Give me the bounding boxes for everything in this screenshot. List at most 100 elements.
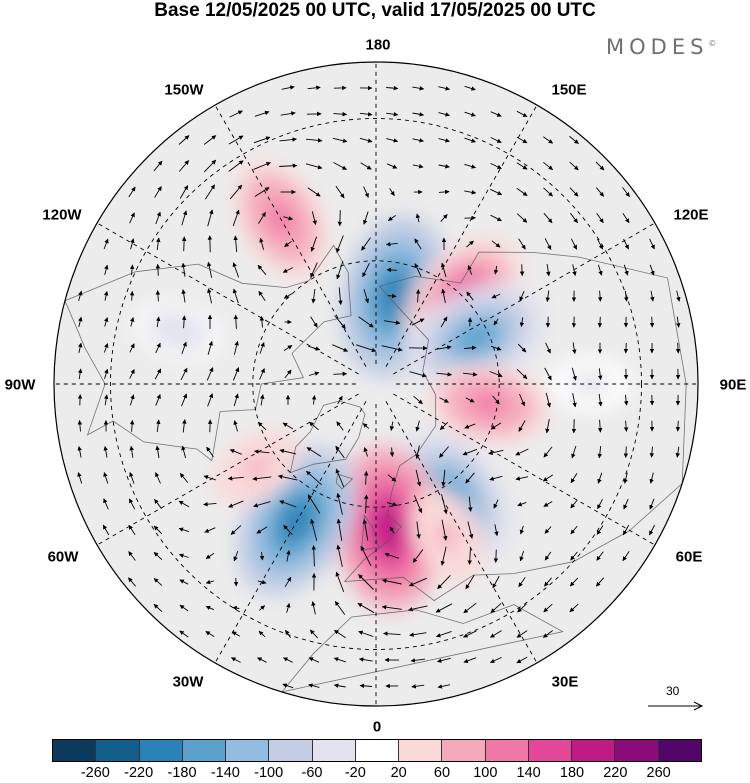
wind-vector	[411, 318, 425, 326]
colorbar-tick-label: -100	[254, 765, 284, 781]
wind-vector	[154, 498, 162, 509]
wind-vector	[464, 190, 477, 195]
wind-vector	[230, 525, 242, 535]
wind-vector	[545, 290, 551, 302]
wind-vector	[386, 85, 399, 91]
colorbar-tick-label: 180	[559, 765, 585, 781]
wind-vector	[363, 447, 369, 457]
wind-vector	[286, 602, 291, 613]
wind-vector	[362, 423, 370, 429]
wind-vector	[103, 445, 108, 458]
wind-vector	[283, 293, 293, 299]
colorbar-segment	[139, 740, 183, 761]
wind-vector	[233, 340, 239, 355]
wind-vector	[463, 602, 477, 614]
wind-vector	[129, 368, 135, 379]
wind-vector	[229, 110, 243, 118]
wind-vector	[545, 342, 551, 354]
colorbar-segment	[355, 740, 400, 761]
wind-vector	[206, 261, 213, 278]
wind-vector	[336, 235, 344, 253]
wind-vector	[104, 264, 109, 276]
wind-vector	[649, 472, 654, 484]
wind-vector	[623, 472, 628, 484]
wind-vector	[282, 267, 294, 273]
meridian-line	[96, 393, 359, 546]
wind-vector	[181, 262, 186, 277]
wind-vector	[156, 419, 161, 433]
wind-vector	[383, 631, 401, 636]
wind-vector	[488, 449, 504, 455]
wind-vector	[438, 164, 450, 169]
wind-vector	[153, 525, 163, 535]
wind-vector	[181, 210, 188, 226]
wind-vector	[203, 159, 217, 173]
lon-label-90e: 90E	[719, 376, 747, 394]
wind-vector	[465, 472, 475, 484]
wind-vector	[181, 445, 187, 459]
wind-vector	[490, 214, 502, 222]
wind-vector	[464, 163, 477, 169]
wind-vector	[464, 85, 476, 91]
brand-name: MODES	[606, 35, 709, 59]
wind-vector	[129, 317, 135, 327]
wind-vector	[305, 138, 323, 143]
wind-vector	[254, 110, 270, 117]
wind-vector	[544, 551, 552, 561]
wind-vector	[649, 264, 655, 276]
wind-vector	[544, 367, 552, 381]
wind-vector	[489, 371, 503, 378]
lon-label-0: 0	[372, 718, 382, 736]
wind-vector	[232, 262, 240, 278]
wind-vector	[543, 161, 554, 171]
wind-vector	[307, 187, 321, 197]
wind-vector	[228, 500, 244, 508]
wind-vector	[570, 238, 578, 250]
wind-vector	[596, 551, 604, 561]
wind-vector	[463, 345, 477, 351]
wind-vector	[493, 499, 499, 509]
wind-vector	[283, 216, 294, 221]
wind-vector	[649, 498, 655, 510]
wind-vector	[155, 472, 161, 484]
wind-vector	[128, 498, 136, 510]
wind-vector	[438, 112, 450, 117]
wind-vector	[154, 368, 162, 380]
wind-vector	[467, 317, 473, 327]
wind-vector	[467, 264, 473, 275]
wind-vector	[337, 210, 343, 227]
wind-vector	[464, 423, 476, 429]
wind-vector	[571, 367, 577, 381]
wind-vector	[206, 367, 214, 381]
wind-vector	[623, 290, 629, 302]
wind-vector	[518, 576, 526, 588]
wind-vector	[179, 604, 189, 612]
wind-vector	[490, 603, 502, 613]
wind-vector	[441, 288, 446, 303]
wind-vector	[623, 446, 629, 458]
wind-vector	[233, 577, 239, 587]
wind-vector	[623, 264, 629, 276]
wind-vector	[436, 657, 451, 663]
wind-vector	[494, 524, 499, 537]
wind-vector	[569, 577, 579, 587]
wind-vector	[363, 211, 369, 225]
wind-vector	[129, 343, 135, 353]
wind-vector	[305, 163, 323, 170]
wind-vector	[284, 576, 292, 588]
wind-vector	[462, 372, 478, 377]
wind-vector	[233, 393, 239, 407]
wind-vector	[675, 316, 681, 328]
wind-vector	[252, 476, 272, 481]
wind-vector	[596, 212, 604, 224]
lon-label-150e: 150E	[551, 81, 587, 99]
copyright-mark: ©	[708, 39, 717, 48]
colorbar-tick-label: 100	[473, 765, 498, 781]
wind-vector	[468, 496, 473, 512]
wind-vector	[335, 571, 345, 593]
wind-vector	[489, 656, 502, 664]
wind-vector	[153, 551, 163, 561]
wind-vector	[155, 445, 160, 459]
wind-vector	[228, 135, 244, 145]
wind-vector	[259, 605, 266, 611]
